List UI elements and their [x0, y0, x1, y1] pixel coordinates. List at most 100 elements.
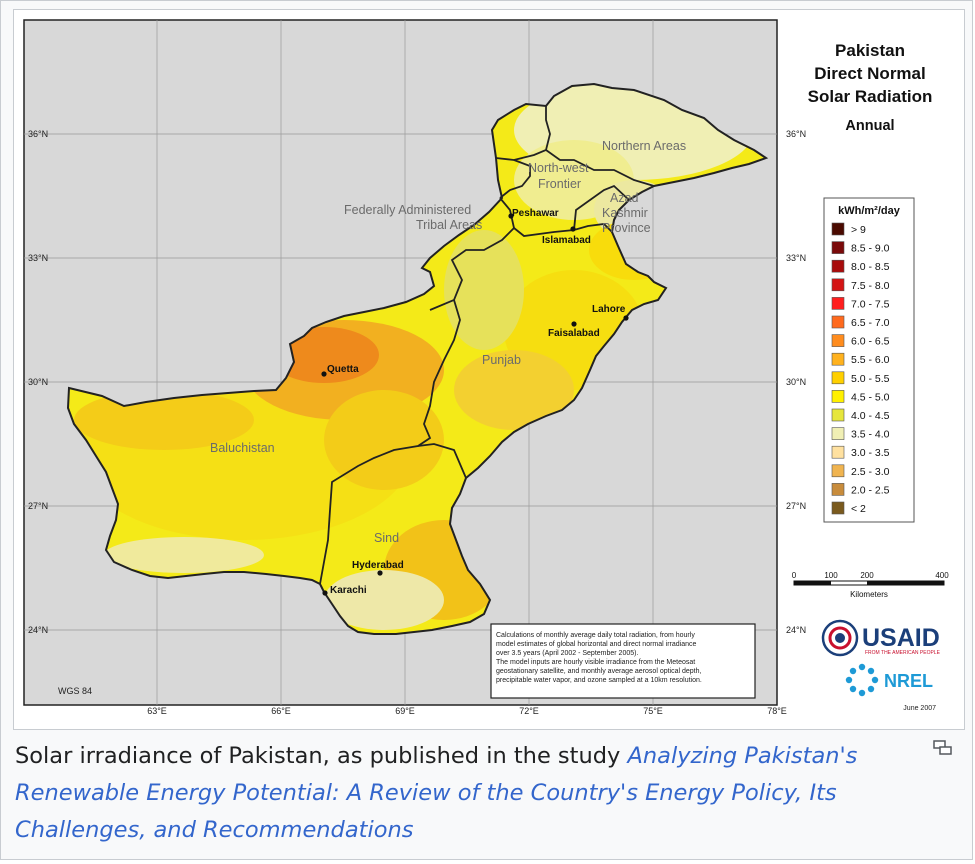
usaid-tagline: FROM THE AMERICAN PEOPLE — [865, 650, 941, 656]
lat-label: 30°N — [786, 377, 806, 387]
lon-labels: 63°E 66°E 69°E 72°E 75°E 78°E — [147, 706, 787, 716]
legend-swatch — [831, 427, 845, 440]
legend-swatch — [831, 278, 845, 292]
legend-label: < 2 — [851, 503, 866, 515]
scale-unit: Kilometers — [850, 590, 888, 599]
legend-label: 6.0 - 6.5 — [851, 336, 890, 348]
legend-swatch — [831, 222, 845, 236]
legend-swatch — [831, 483, 845, 496]
legend-swatch — [831, 408, 845, 422]
region-label: North-west — [528, 161, 589, 175]
nrel-logo: NREL — [845, 663, 933, 697]
note-text: Calculations of monthly average daily to… — [496, 632, 702, 684]
legend-label: 4.0 - 4.5 — [851, 410, 890, 422]
city-labels: Peshawar Islamabad Lahore Faisalabad Que… — [327, 208, 626, 596]
legend-swatch — [831, 390, 845, 403]
region-label: Sind — [374, 531, 399, 545]
region-label: Kashmir — [602, 206, 648, 220]
enlarge-icon[interactable] — [933, 740, 953, 756]
scale-tick: 0 — [792, 571, 797, 580]
region-label: Frontier — [538, 177, 581, 191]
lat-label: 24°N — [786, 625, 806, 635]
lat-label: 24°N — [28, 625, 48, 635]
legend-label: 3.0 - 3.5 — [851, 447, 890, 459]
region-label: Tribal Areas — [416, 218, 482, 232]
map-svg: 36°N 33°N 30°N 27°N 24°N 36°N 33°N 30°N … — [23, 19, 949, 716]
legend-swatch — [831, 371, 845, 385]
region-label: Azad — [610, 191, 639, 205]
legend-label: 8.5 - 9.0 — [851, 243, 890, 255]
caption-text: Solar irradiance of Pakistan, as publish… — [15, 743, 628, 769]
legend-swatch — [831, 464, 845, 478]
map-subtitle: Annual — [845, 118, 894, 134]
lat-label: 33°N — [786, 253, 806, 263]
title-line: Pakistan — [835, 41, 905, 60]
figure-caption: Solar irradiance of Pakistan, as publish… — [15, 738, 915, 849]
legend-title: kWh/m²/day — [838, 205, 901, 217]
legend: kWh/m²/day > 9 8.5 - 9.0 8.0 - 8.5 7.5 - 8.… — [823, 197, 915, 523]
city-label: Quetta — [327, 364, 359, 375]
lat-label: 36°N — [28, 129, 48, 139]
legend-label: 6.5 - 7.0 — [851, 317, 890, 329]
usaid-logo: USAID FROM THE AMERICAN PEOPLE — [821, 619, 941, 657]
lon-label: 63°E — [147, 706, 167, 716]
legend-swatch — [831, 501, 845, 515]
city-label: Karachi — [330, 585, 367, 596]
lon-label: 66°E — [271, 706, 291, 716]
city-label: Islamabad — [542, 235, 591, 246]
scale-tick: 400 — [935, 571, 949, 580]
solar-map-image[interactable]: 36°N 33°N 30°N 27°N 24°N 36°N 33°N 30°N … — [13, 9, 965, 730]
note-line: model estimates of global horizontal and… — [496, 641, 696, 648]
study-link[interactable]: Analyzing Pakistan's Renewable Energy Po… — [15, 743, 858, 843]
map-title: Pakistan Direct Normal Solar Radiation — [808, 41, 933, 106]
legend-label: 3.5 - 4.0 — [851, 429, 890, 441]
legend-swatch — [831, 259, 845, 273]
legend-swatch — [831, 352, 845, 366]
note-line: The model inputs are hourly visible irra… — [496, 659, 695, 666]
legend-label: > 9 — [851, 224, 866, 236]
lon-label: 75°E — [643, 706, 663, 716]
title-line: Direct Normal — [814, 64, 925, 83]
region-labels: Northern Areas North-west Frontier Azad … — [210, 139, 686, 545]
note-line: Calculations of monthly average daily to… — [496, 632, 695, 639]
legend-label: 5.5 - 6.0 — [851, 354, 890, 366]
country-outline — [66, 82, 769, 635]
lat-label: 30°N — [28, 377, 48, 387]
title-line: Solar Radiation — [808, 87, 933, 106]
scale-tick: 200 — [860, 571, 874, 580]
city-label: Hyderabad — [352, 560, 404, 571]
legend-label: 4.5 - 5.0 — [851, 391, 890, 403]
note-line: over 3.5 years (April 2002 - September 2… — [496, 650, 638, 657]
city-dots — [321, 213, 629, 596]
note-box — [490, 623, 756, 699]
lon-label: 78°E — [767, 706, 787, 716]
legend-swatch — [831, 334, 845, 347]
legend-label: 5.0 - 5.5 — [851, 373, 890, 385]
lat-label: 27°N — [786, 501, 806, 511]
legend-label: 8.0 - 8.5 — [851, 261, 890, 273]
scale-bar: 0 100 200 400 Kilometers — [792, 571, 949, 599]
legend-label: 2.5 - 3.0 — [851, 466, 890, 478]
lon-label: 69°E — [395, 706, 415, 716]
projection-label: WGS 84 — [58, 686, 92, 696]
legend-swatch — [831, 315, 845, 329]
city-label: Faisalabad — [548, 328, 600, 339]
region-label: Federally Administered — [344, 203, 471, 217]
map-date: June 2007 — [903, 705, 936, 712]
city-label: Lahore — [592, 304, 626, 315]
legend-swatch — [831, 241, 845, 254]
lat-label: 36°N — [786, 129, 806, 139]
region-label: Northern Areas — [602, 139, 686, 153]
legend-label: 2.0 - 2.5 — [851, 484, 890, 496]
note-line: precipitable water vapor, and ozone samp… — [496, 677, 702, 684]
nrel-wordmark: NREL — [884, 671, 933, 691]
lat-labels-right: 36°N 33°N 30°N 27°N 24°N — [786, 129, 806, 635]
note-line: geostationary satellite, and monthly ave… — [496, 668, 702, 675]
legend-label: 7.0 - 7.5 — [851, 298, 890, 310]
region-label: Punjab — [482, 353, 521, 367]
lat-label: 33°N — [28, 253, 48, 263]
legend-swatch — [831, 445, 845, 459]
legend-label: 7.5 - 8.0 — [851, 280, 890, 292]
region-label: Baluchistan — [210, 441, 275, 455]
